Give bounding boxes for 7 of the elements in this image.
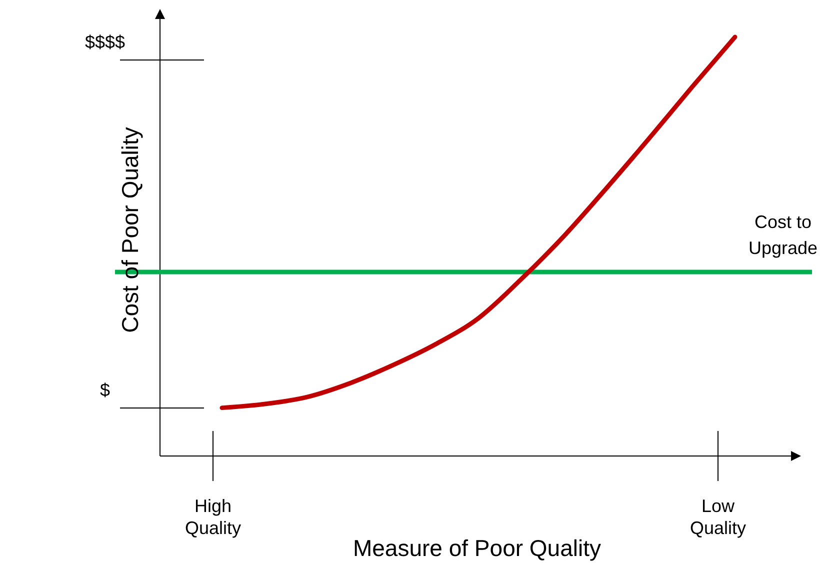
text: Low Quality: [690, 496, 746, 538]
text: $: [100, 380, 110, 400]
text: High Quality: [184, 496, 242, 538]
x-axis-title: Measure of Poor Quality: [352, 535, 602, 561]
ref-line-label: Cost to Upgrade: [748, 212, 818, 258]
text: $$$$: [84, 32, 126, 52]
y-axis-title: Cost of Poor Quality: [117, 126, 143, 333]
